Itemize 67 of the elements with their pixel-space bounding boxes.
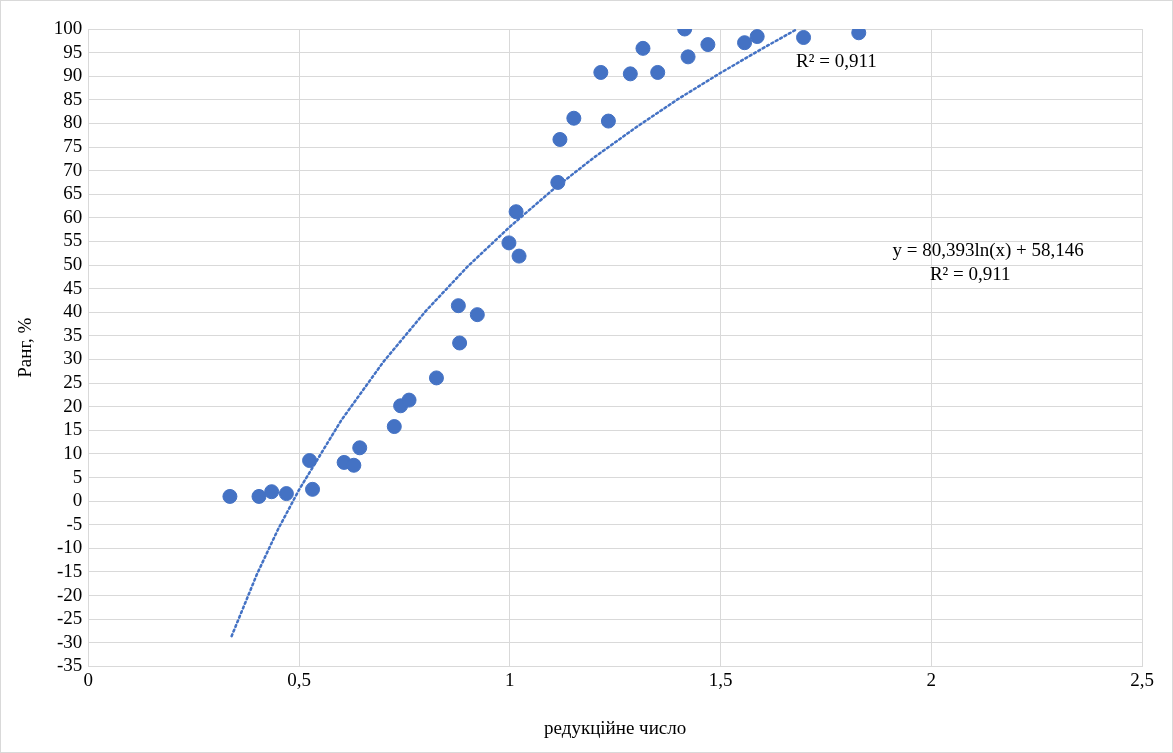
- y-tick-label: -20: [56, 583, 83, 605]
- point: [452, 335, 468, 351]
- y-tick-label: -15: [56, 559, 83, 581]
- point: [680, 49, 696, 65]
- y-tick-label: -35: [56, 654, 83, 676]
- point: [511, 248, 527, 264]
- point: [278, 486, 294, 502]
- point: [566, 110, 582, 126]
- y-tick-label: 60: [63, 205, 83, 227]
- point: [552, 131, 568, 147]
- y-tick-label: 20: [63, 394, 83, 416]
- point: [508, 204, 524, 220]
- x-tick-label: 2,5: [1130, 668, 1154, 690]
- point: [352, 440, 368, 456]
- y-tick-label: -5: [66, 512, 83, 534]
- point: [622, 66, 638, 82]
- y-tick-label: 75: [63, 135, 83, 157]
- y-tick-label: 50: [63, 253, 83, 275]
- x-tick-label: 2: [926, 668, 937, 690]
- point: [428, 370, 444, 386]
- y-tick-label: 0: [72, 489, 83, 511]
- y-tick-label: -25: [56, 607, 83, 629]
- annotation: R² = 0,911: [929, 263, 1011, 285]
- x-tick-label: 1: [505, 668, 515, 690]
- x-tick-label: 1,5: [708, 668, 733, 690]
- x-axis-title: редукційне число: [544, 716, 687, 738]
- y-tick-label: 10: [63, 441, 83, 463]
- point: [635, 40, 651, 56]
- point: [749, 29, 765, 45]
- y-tick-label: 25: [63, 371, 83, 393]
- point: [264, 484, 280, 500]
- y-tick-label: 100: [53, 16, 83, 38]
- point: [450, 298, 466, 314]
- y-tick-label: 65: [63, 182, 83, 204]
- y-tick-label: 55: [63, 229, 83, 251]
- y-tick-label: 30: [63, 347, 83, 369]
- y-tick-label: -10: [56, 536, 83, 558]
- point: [737, 35, 753, 51]
- point: [305, 481, 321, 497]
- point: [401, 392, 417, 408]
- point: [501, 235, 517, 251]
- y-tick-label: -30: [56, 630, 83, 652]
- y-tick-label: 35: [63, 323, 83, 345]
- point: [251, 488, 267, 504]
- y-tick-label: 5: [72, 465, 83, 487]
- point: [346, 457, 362, 473]
- y-tick-label: 45: [63, 276, 83, 298]
- point: [222, 488, 238, 504]
- y-tick-label: 70: [63, 158, 83, 180]
- y-tick-label: 95: [63, 40, 83, 62]
- y-tick-label: 40: [63, 300, 83, 322]
- point: [796, 30, 812, 45]
- y-axis-title: Ранг, %: [14, 317, 36, 378]
- point: [302, 453, 318, 469]
- annotation: y = 80,393ln(x) + 58,146: [892, 238, 1084, 261]
- y-tick-label: 15: [63, 418, 83, 440]
- annotation: R² = 0,911: [796, 50, 877, 72]
- y-tick-label: 85: [63, 87, 83, 109]
- point: [593, 64, 609, 80]
- point: [386, 419, 402, 435]
- y-tick-label: 80: [63, 111, 83, 133]
- point: [600, 113, 616, 129]
- x-tick-label: 0,5: [287, 668, 311, 690]
- y-tick-label: 90: [63, 64, 83, 86]
- point: [700, 37, 716, 53]
- point: [469, 307, 485, 323]
- point: [650, 64, 666, 80]
